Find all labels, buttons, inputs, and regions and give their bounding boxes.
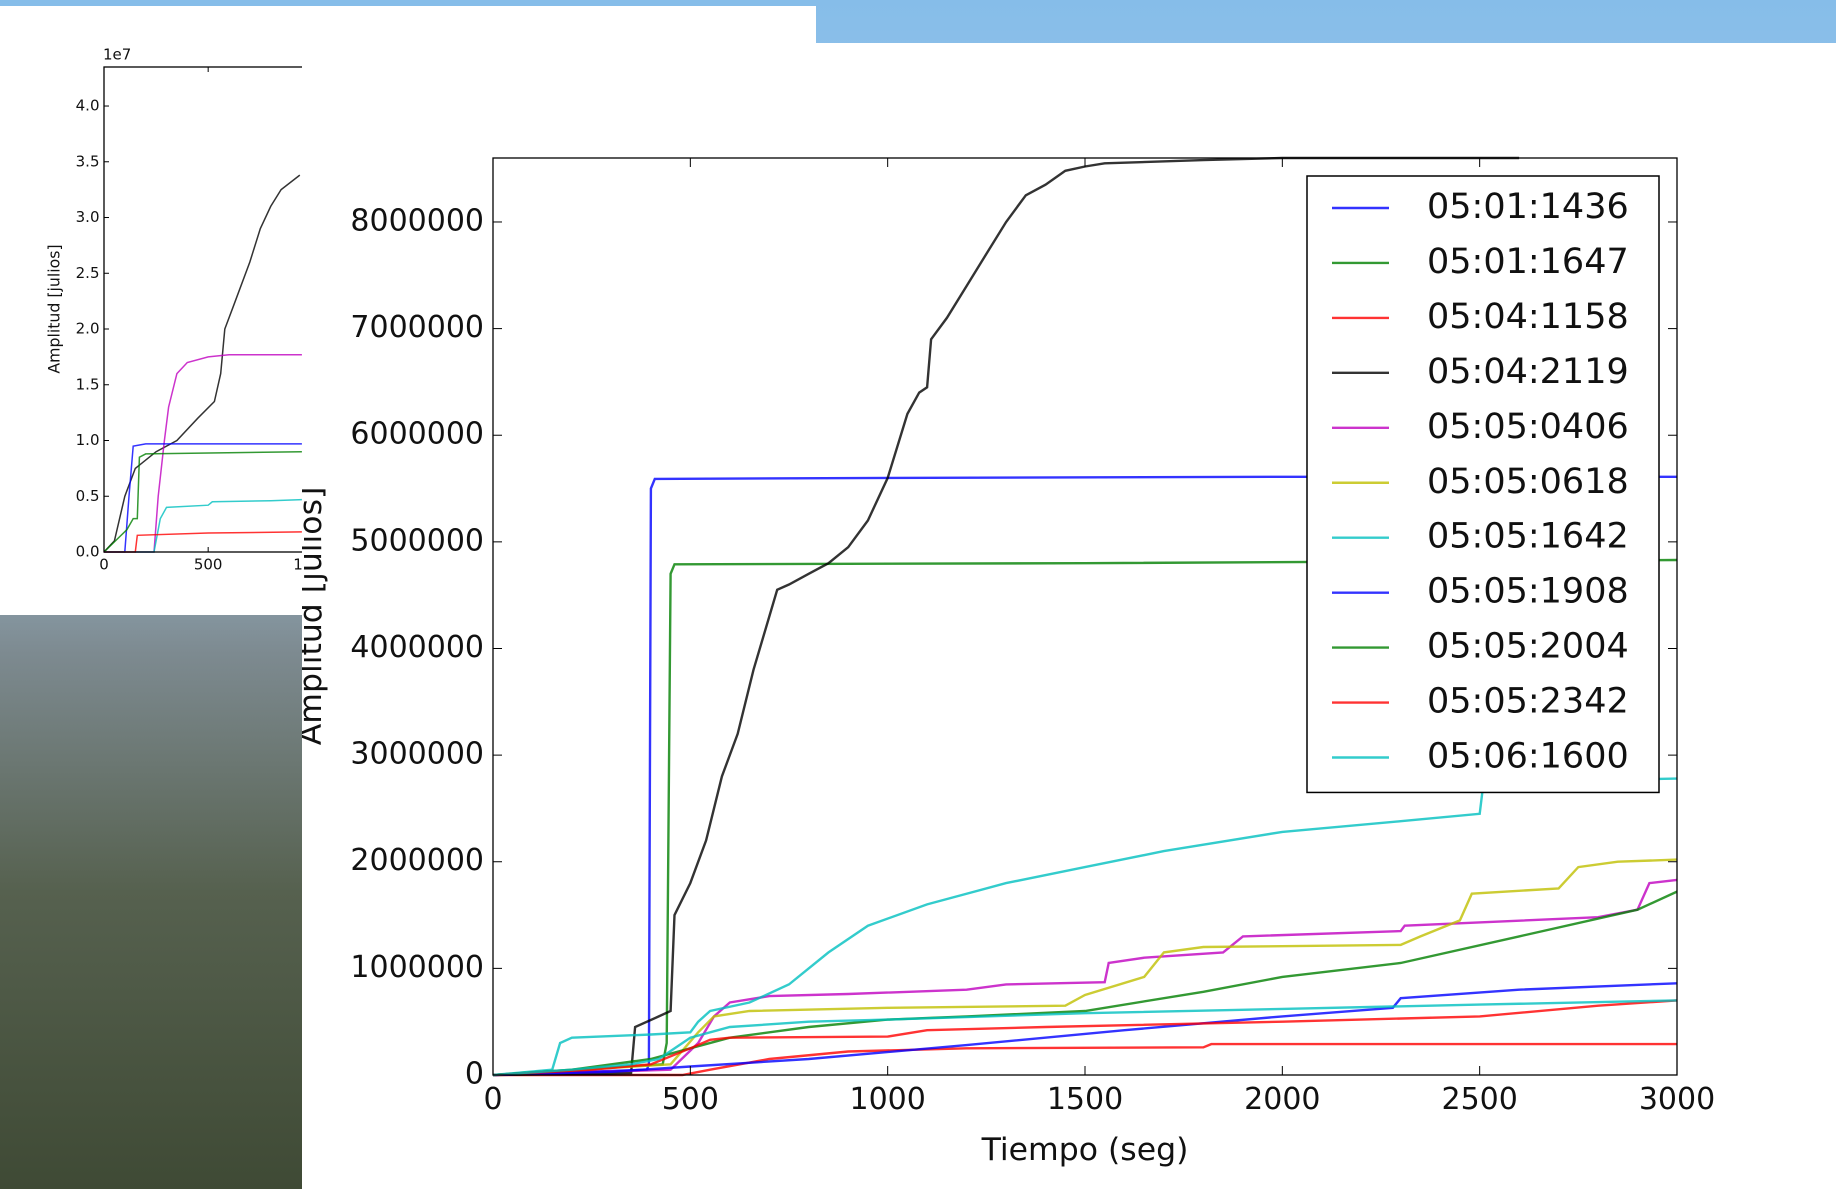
- x-tick-label: 500: [662, 1082, 719, 1117]
- y-tick-label: 1.0: [76, 431, 100, 449]
- series-line: [104, 498, 302, 553]
- y-axis-label: Amplitud [julios]: [302, 487, 329, 746]
- y-tick-label: 1.5: [76, 375, 100, 393]
- y-tick-label: 2000000: [350, 843, 484, 878]
- y-tick-label: 0: [465, 1057, 484, 1092]
- legend-label: 05:01:1647: [1427, 242, 1629, 282]
- axis-offset-label: 1e7: [103, 46, 131, 64]
- x-tick-label: 0: [483, 1082, 502, 1117]
- y-tick-label: 5000000: [350, 523, 484, 558]
- legend-label: 05:05:0406: [1427, 407, 1629, 447]
- legend-label: 05:05:0618: [1427, 462, 1629, 502]
- legend-label: 05:04:2119: [1427, 352, 1629, 392]
- legend-label: 05:01:1436: [1427, 187, 1629, 227]
- series-line: [492, 999, 1678, 1077]
- y-tick-label: 2.0: [76, 320, 100, 338]
- legend-box: [1306, 175, 1660, 794]
- x-tick-label: 0: [99, 555, 109, 573]
- x-tick-label: 500: [194, 555, 223, 573]
- legend-label: 05:06:1600: [1427, 737, 1629, 777]
- y-tick-label: 3.0: [76, 208, 100, 226]
- y-tick-label: 3000000: [350, 737, 484, 772]
- y-tick-label: 1000000: [350, 950, 484, 985]
- legend-label: 05:05:1908: [1427, 572, 1629, 612]
- series-line: [492, 156, 1520, 1077]
- y-tick-label: 8000000: [350, 203, 484, 238]
- x-tick-label: 1000: [849, 1082, 925, 1117]
- x-axis-label: Tiempo (seg): [981, 1132, 1189, 1168]
- series-line: [492, 982, 1678, 1077]
- y-tick-label: 4000000: [350, 630, 484, 665]
- y-tick-label: 2.5: [76, 264, 100, 282]
- x-tick-label: 2000: [1244, 1082, 1320, 1117]
- series-line: [104, 353, 302, 553]
- x-tick-label: 2500: [1441, 1082, 1517, 1117]
- series-line: [492, 999, 1678, 1077]
- series-line: [492, 777, 1678, 1077]
- y-tick-label: 7000000: [350, 310, 484, 345]
- x-tick-label: 1500: [1047, 1082, 1123, 1117]
- series-line: [492, 858, 1678, 1077]
- series-line: [492, 878, 1678, 1077]
- legend-label: 05:05:2342: [1427, 682, 1629, 722]
- y-tick-label: 4.0: [76, 97, 100, 115]
- y-tick-label: 0.0: [76, 543, 100, 561]
- legend-label: 05:05:1642: [1427, 517, 1629, 557]
- y-tick-label: 0.5: [76, 487, 100, 505]
- series-line: [493, 1042, 1677, 1077]
- legend-label: 05:04:1158: [1427, 297, 1629, 337]
- legend-label: 05:05:2004: [1427, 627, 1629, 667]
- y-tick-label: 3.5: [76, 152, 100, 170]
- series-line: [103, 450, 302, 553]
- y-axis-label: Amplitud [julios]: [45, 244, 64, 373]
- x-tick-label: 3000: [1639, 1082, 1715, 1117]
- y-tick-label: 6000000: [350, 417, 484, 452]
- plot-window-front: 0 1000000 2000000 3000000 4000000 5000000 6000…: [302, 43, 1836, 1189]
